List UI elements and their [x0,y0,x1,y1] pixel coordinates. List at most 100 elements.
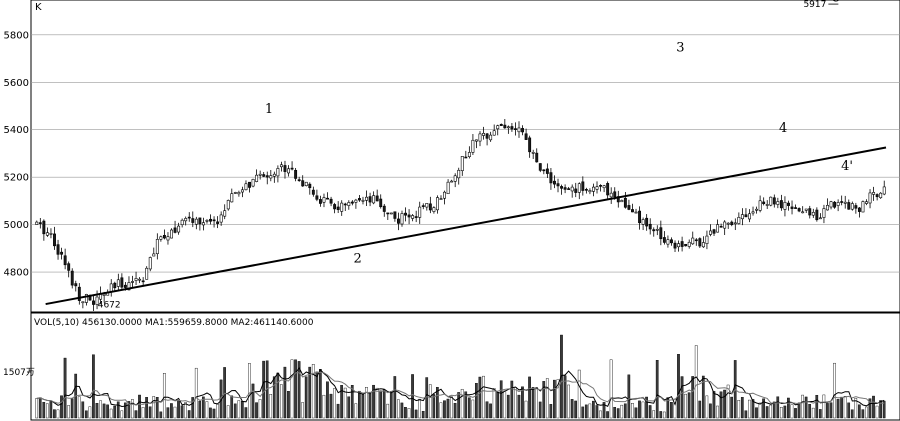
candlestick [716,219,720,233]
volume-bar [148,406,152,419]
price-tick-label: 5400 [4,125,29,136]
volume-bar [81,401,85,419]
candlestick [510,122,514,132]
volume-bar [152,396,156,419]
volume-bar [514,387,517,419]
candlestick [425,203,429,211]
volume-bar [815,394,819,419]
candlestick [209,214,212,225]
candlestick [152,247,156,257]
price-panel-label: K [35,2,42,13]
candlestick [531,149,535,159]
volume-bar [340,385,343,419]
volume-bar [184,402,187,419]
candlestick [233,191,237,194]
candlestick [811,208,815,218]
volume-bar [53,409,56,419]
candlestick [765,200,769,209]
candlestick [244,180,248,191]
candlestick [70,268,74,289]
candlestick [297,176,301,182]
candlestick [740,208,744,226]
volume-bar [311,364,315,419]
volume-bar [868,398,872,419]
volume-bar [797,402,801,419]
candlestick [375,189,379,202]
price-tick-label: 5200 [4,173,29,184]
volume-bar [581,406,585,419]
volume-bar [443,400,446,419]
volume-bar [772,401,776,419]
volume-bar [194,367,198,419]
volume-bar [769,404,773,419]
candlestick [421,203,425,210]
volume-bar [457,392,460,419]
volume-bar [35,398,39,419]
candlestick [829,200,833,210]
candlestick [677,240,681,252]
volume-bar [436,387,439,419]
volume-bar [92,354,95,419]
volume-bar [485,401,489,419]
volume-bar [666,397,670,419]
volume-tick-label: 1507万 [3,368,35,378]
candlestick [659,220,663,246]
volume-bar [751,399,755,419]
volume-bar [641,401,645,419]
candlestick [570,184,574,198]
volume-bar [223,367,226,419]
volume-bar [297,361,301,419]
candlestick [553,175,556,189]
wave-label: 3 [676,40,684,55]
candlestick [574,182,578,198]
volume-bar [333,388,336,419]
volume-bar [411,374,414,419]
volume-bar [879,400,882,419]
candlestick [74,280,78,292]
candlestick [35,220,39,225]
volume-bar [616,408,620,419]
candlestick [815,207,819,222]
volume-bar [790,404,794,419]
candlestick [868,189,872,209]
candlestick [145,266,149,280]
candlestick [418,201,422,224]
candlestick [159,235,163,242]
volume-bar [475,383,478,419]
volume-bar [145,397,148,419]
candlestick [560,184,564,195]
volume-bar [719,391,723,419]
volume-bar [549,404,553,419]
candlestick [556,178,560,193]
volume-bar [808,404,812,419]
volume-bar [177,400,180,419]
low-point-label: 4672 [98,300,121,310]
volume-bar [765,406,769,419]
candlestick [826,198,829,211]
volume-bar [404,407,407,419]
candlestick [744,208,748,218]
volume-bar [826,403,829,419]
volume-bar [393,376,397,419]
volume-bar [740,397,744,419]
volume-bar [365,387,368,419]
volume-bar [134,410,138,419]
volume-header: VOL(5,10) 456130.0000 MA1:559659.8000 MA… [34,318,314,328]
volume-bar [680,376,684,419]
volume-bar [350,385,354,419]
candlestick [248,181,251,193]
candlestick [326,192,329,200]
candlestick [528,135,532,158]
candlestick [783,196,787,217]
candlestick [602,184,606,193]
candlestick [769,196,773,207]
volume-bar [506,394,510,419]
volume-bar [843,396,847,419]
candlestick [393,211,397,222]
candlestick [162,229,166,240]
candlestick [662,231,666,245]
candlestick [599,184,603,192]
candlestick [131,275,134,289]
volume-bar [553,379,556,419]
